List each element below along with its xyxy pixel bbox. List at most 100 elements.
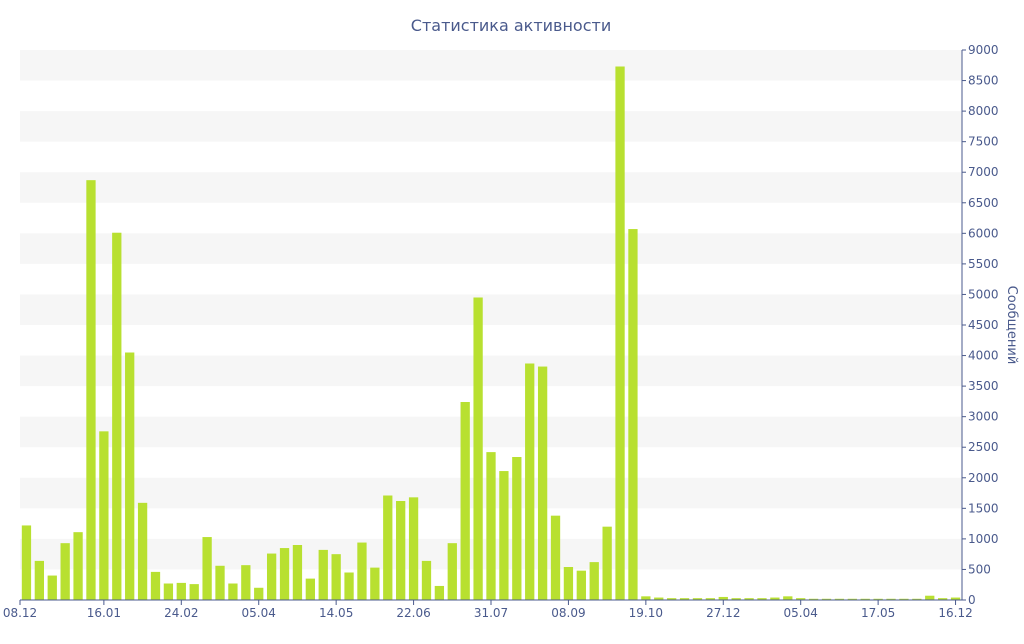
bar bbox=[615, 66, 625, 600]
bar bbox=[550, 515, 561, 600]
bar bbox=[331, 554, 341, 600]
bar bbox=[886, 598, 896, 600]
x-tick-label: 16.01 bbox=[87, 606, 121, 620]
y-tick-label: 1500 bbox=[968, 501, 999, 515]
bar bbox=[537, 366, 548, 600]
grid-band bbox=[20, 294, 962, 325]
bar bbox=[137, 502, 148, 600]
y-tick-label: 500 bbox=[968, 562, 991, 576]
bar bbox=[602, 526, 612, 600]
bar bbox=[73, 532, 83, 600]
bar bbox=[344, 572, 354, 600]
bar bbox=[47, 575, 57, 600]
bar bbox=[757, 598, 767, 600]
bar bbox=[99, 431, 109, 600]
bar bbox=[447, 543, 457, 600]
bar bbox=[679, 598, 690, 600]
bar bbox=[34, 560, 45, 600]
grid-band bbox=[20, 416, 962, 448]
bar bbox=[796, 598, 806, 600]
bar bbox=[499, 471, 509, 600]
x-tick-label: 19.10 bbox=[629, 606, 663, 620]
bar bbox=[563, 567, 574, 600]
grid-band bbox=[20, 50, 962, 81]
y-tick-label: 4000 bbox=[968, 349, 999, 363]
bar bbox=[783, 596, 793, 600]
y-tick-label: 6500 bbox=[968, 196, 999, 210]
x-tick-label: 24.02 bbox=[164, 606, 198, 620]
grid-band bbox=[20, 233, 962, 264]
x-tick-label: 08.09 bbox=[551, 606, 585, 620]
y-tick-label: 5500 bbox=[968, 257, 999, 271]
y-tick-label: 3500 bbox=[968, 379, 999, 393]
bar bbox=[357, 542, 367, 600]
bar bbox=[834, 598, 845, 600]
bar bbox=[744, 598, 754, 600]
x-tick-label: 08.12 bbox=[3, 606, 37, 620]
bar bbox=[937, 598, 948, 600]
bar bbox=[228, 583, 238, 600]
bar bbox=[150, 571, 161, 600]
bar bbox=[254, 587, 264, 600]
bar bbox=[21, 525, 32, 600]
x-tick-label: 17.05 bbox=[861, 606, 895, 620]
bar bbox=[279, 548, 290, 600]
bar bbox=[525, 363, 535, 600]
bar bbox=[460, 402, 470, 600]
bar bbox=[576, 570, 586, 600]
y-tick-label: 1000 bbox=[968, 532, 999, 546]
bar bbox=[396, 501, 406, 600]
bar bbox=[641, 596, 651, 600]
y-tick-label: 5000 bbox=[968, 287, 999, 301]
bar bbox=[808, 598, 819, 600]
grid-band bbox=[20, 172, 962, 203]
bar bbox=[847, 598, 857, 600]
bar bbox=[305, 578, 315, 600]
bar bbox=[486, 452, 496, 600]
bar bbox=[383, 495, 393, 600]
bar bbox=[718, 596, 728, 600]
bar bbox=[241, 565, 251, 600]
bar bbox=[667, 598, 677, 600]
y-tick-label: 0 bbox=[968, 593, 976, 607]
bar bbox=[125, 352, 135, 600]
bar bbox=[86, 180, 96, 600]
y-tick-label: 4500 bbox=[968, 318, 999, 332]
bar-series bbox=[21, 66, 961, 601]
y-tick-label: 7000 bbox=[968, 165, 999, 179]
y-tick-label: 8000 bbox=[968, 104, 999, 118]
bar bbox=[899, 598, 909, 600]
bar bbox=[705, 598, 716, 600]
bar bbox=[163, 583, 174, 600]
y-tick-label: 2500 bbox=[968, 440, 999, 454]
bar bbox=[202, 537, 212, 600]
bar bbox=[176, 582, 186, 600]
bar bbox=[408, 497, 419, 600]
bar bbox=[770, 597, 780, 600]
x-tick-label: 05.04 bbox=[784, 606, 818, 620]
x-tick-label: 22.06 bbox=[396, 606, 430, 620]
x-tick-label: 27.12 bbox=[706, 606, 740, 620]
bar bbox=[589, 562, 599, 600]
y-tick-label: 2000 bbox=[968, 471, 999, 485]
bar bbox=[434, 585, 445, 600]
y-tick-label: 8500 bbox=[968, 74, 999, 88]
bar bbox=[731, 598, 741, 600]
bar bbox=[112, 232, 122, 600]
bar bbox=[512, 457, 522, 600]
bar bbox=[318, 549, 328, 600]
chart-title: Статистика активности bbox=[411, 16, 611, 35]
bar bbox=[628, 229, 638, 601]
y-tick-label: 6000 bbox=[968, 226, 999, 240]
grid-band bbox=[20, 355, 962, 387]
bar bbox=[925, 595, 935, 600]
bar bbox=[292, 545, 303, 600]
x-axis: 08.12 16.01 24.02 05.04 14.05 22.06 31.07 08.09… bbox=[3, 599, 973, 620]
bar bbox=[421, 560, 432, 600]
grid-band bbox=[20, 111, 962, 142]
y-axis: 0 500 1000 1500 2000 2500 3000 3500 4000 4500 5000… bbox=[961, 43, 999, 607]
y-axis-label: Сообщений bbox=[1004, 286, 1019, 365]
bar bbox=[473, 297, 483, 600]
